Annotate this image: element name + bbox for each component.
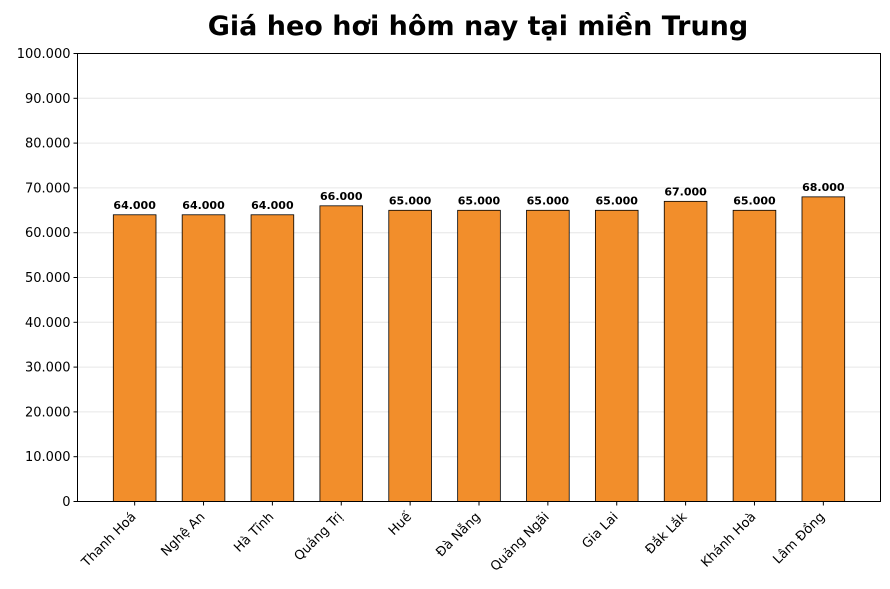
x-tick-label: Khánh Hoà (698, 510, 759, 571)
x-tick-label: Đà Nẵng (433, 510, 483, 560)
y-tick-label: 70.000 (25, 181, 71, 196)
bar (250, 214, 295, 502)
data-label: 66.000 (320, 190, 363, 203)
y-tick-label: 0 (62, 495, 70, 510)
y-tick-label: 100.000 (17, 47, 71, 62)
x-tick-label: Quảng Trị (292, 510, 346, 564)
x-tick-label: Thanh Hoá (78, 510, 139, 571)
x-tick-label: Đắk Lắk (643, 509, 691, 557)
data-label: 65.000 (527, 194, 570, 207)
data-label: 67.000 (664, 185, 707, 198)
data-label: 65.000 (389, 194, 432, 207)
bar (594, 209, 639, 502)
data-label: 64.000 (182, 199, 225, 212)
data-label: 64.000 (113, 199, 156, 212)
bar (801, 196, 846, 502)
bar (112, 214, 157, 502)
data-label: 64.000 (251, 199, 294, 212)
y-tick-label: 20.000 (25, 405, 71, 420)
y-tick-label: 60.000 (25, 226, 71, 241)
chart-title: Giá heo hơi hôm nay tại miền Trung (208, 11, 749, 42)
y-tick-label: 90.000 (25, 92, 71, 107)
y-axis: 0 10.000 20.000 30.000 40.000 50.000 60.000 70.… (17, 47, 78, 510)
bars: 64.000 64.000 64.000 66.000 65.000 65.000 65.0… (112, 181, 846, 502)
x-tick-label: Gia Lai (579, 510, 621, 552)
bar (457, 209, 501, 502)
y-tick-label: 80.000 (25, 137, 71, 152)
bar (388, 209, 432, 502)
bar (319, 205, 364, 502)
y-tick-label: 40.000 (25, 316, 71, 331)
x-axis: Thanh Hoá Nghệ An Hà Tĩnh Quảng Trị Huế Đà Nẵ… (78, 501, 829, 575)
bar (181, 214, 226, 502)
y-tick-label: 30.000 (25, 361, 71, 376)
y-tick-label: 50.000 (25, 271, 71, 286)
data-label: 68.000 (802, 181, 845, 194)
bar (663, 200, 708, 502)
x-tick-label: Lâm Đồng (771, 510, 829, 568)
x-tick-label: Nghệ An (159, 510, 209, 560)
x-tick-label: Quảng Ngãi (488, 510, 553, 575)
plot-frame (77, 53, 881, 502)
data-label: 65.000 (733, 194, 776, 207)
x-tick-label: Huế (386, 510, 415, 539)
data-label: 65.000 (596, 194, 639, 207)
data-label: 65.000 (458, 194, 501, 207)
bar (526, 209, 570, 502)
bar (732, 209, 777, 502)
x-tick-label: Hà Tĩnh (231, 510, 277, 556)
y-tick-label: 10.000 (25, 450, 71, 465)
